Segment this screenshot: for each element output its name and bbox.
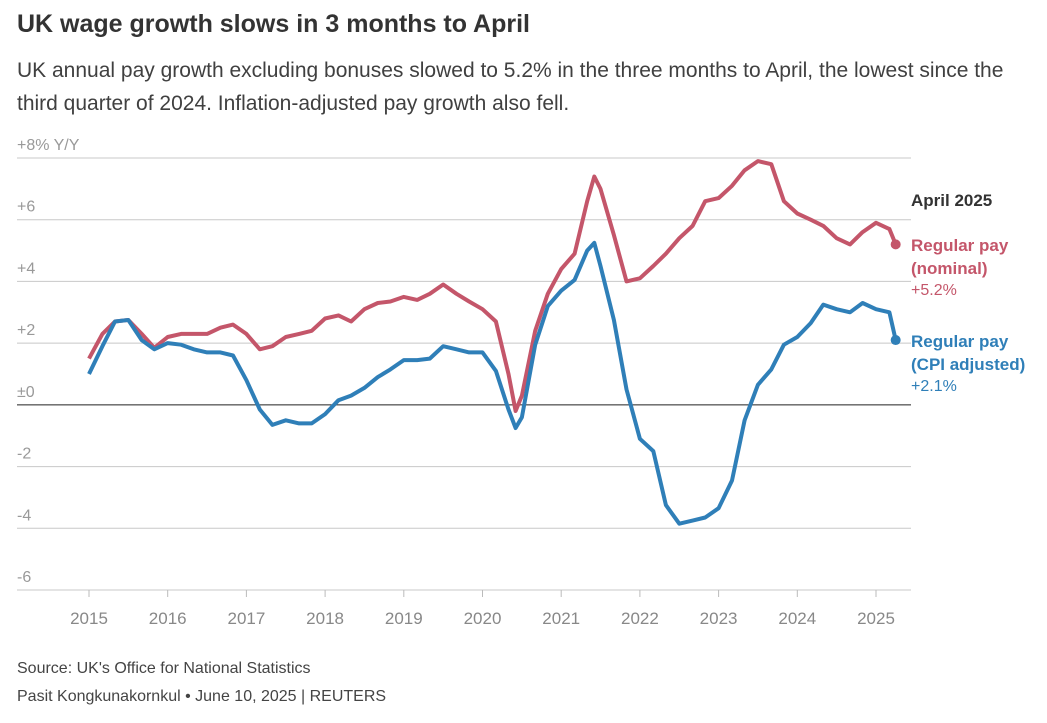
- x-tick-label: 2024: [778, 609, 816, 628]
- end-dot: [890, 239, 901, 250]
- x-tick-label: 2015: [70, 609, 108, 628]
- end-value: +2.1%: [911, 378, 957, 396]
- y-tick-label: ±0: [17, 384, 35, 401]
- y-tick-label: +8% Y/Y: [17, 137, 80, 154]
- credit: Pasit Kongkunakornkul • June 10, 2025 | …: [17, 688, 387, 705]
- series-line: [87, 159, 898, 413]
- source: Source: UK's Office for National Statist…: [17, 660, 311, 677]
- x-tick-label: 2021: [542, 609, 580, 628]
- chart-title: UK wage growth slows in 3 months to Apri…: [17, 10, 530, 38]
- y-tick-label: +2: [17, 322, 35, 339]
- x-tick-label: 2016: [149, 609, 187, 628]
- x-tick-label: 2023: [700, 609, 738, 628]
- end-value: +5.2%: [911, 282, 957, 300]
- end-dot: [890, 335, 901, 346]
- x-tick-label: 2022: [621, 609, 659, 628]
- x-tick-label: 2020: [464, 609, 502, 628]
- y-tick-label: -4: [17, 507, 31, 524]
- y-tick-label: +4: [17, 260, 35, 277]
- series-line: [87, 240, 898, 526]
- annotation: April 2025: [911, 191, 993, 210]
- x-tick-label: 2025: [857, 609, 895, 628]
- x-tick-label: 2019: [385, 609, 423, 628]
- x-tick-label: 2018: [306, 609, 344, 628]
- chart-subtitle: UK annual pay growth excluding bonuses s…: [17, 59, 1004, 115]
- series-label: Regular pay (nominal): [911, 236, 1009, 279]
- y-tick-label: +6: [17, 199, 35, 216]
- x-tick-label: 2017: [227, 609, 265, 628]
- y-tick-label: -2: [17, 446, 31, 463]
- y-tick-label: -6: [17, 569, 31, 586]
- series-label: Regular pay (CPI adjusted): [911, 332, 1026, 375]
